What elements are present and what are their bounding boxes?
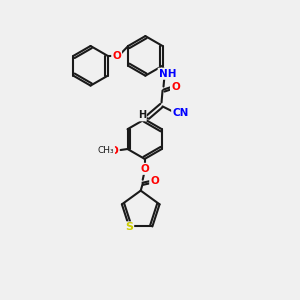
Text: O: O bbox=[171, 82, 180, 92]
Text: S: S bbox=[125, 223, 133, 232]
Text: O: O bbox=[112, 51, 121, 61]
Text: O: O bbox=[150, 176, 159, 186]
Text: NH: NH bbox=[159, 69, 176, 79]
Text: CH₃: CH₃ bbox=[98, 146, 114, 155]
Text: CN: CN bbox=[172, 108, 188, 118]
Text: O: O bbox=[109, 146, 118, 156]
Text: O: O bbox=[140, 164, 149, 174]
Text: H: H bbox=[138, 110, 146, 120]
